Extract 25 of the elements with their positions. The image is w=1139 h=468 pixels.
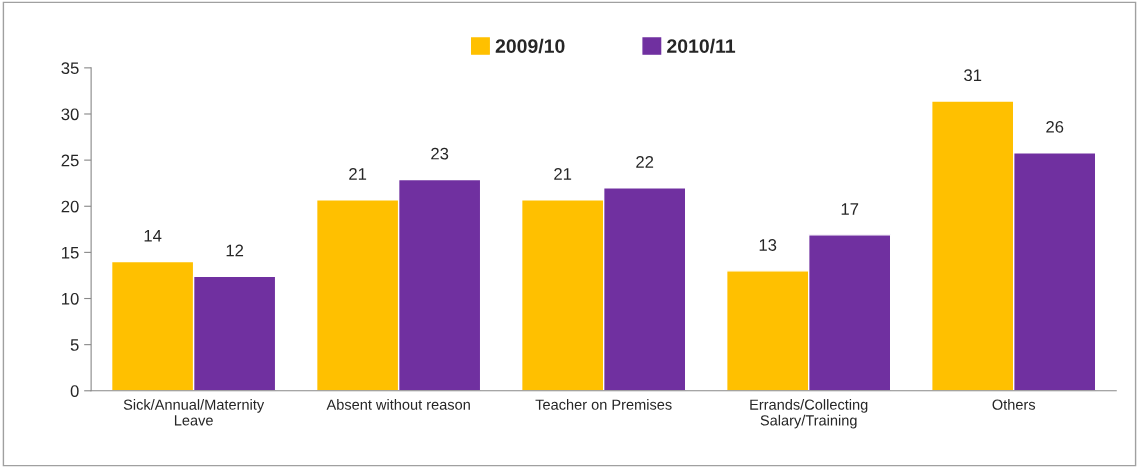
- x-tick-label: Teacher on Premises: [535, 399, 672, 410]
- data-label: 21: [349, 168, 367, 180]
- data-label: 14: [144, 230, 162, 242]
- data-label: 13: [759, 239, 777, 251]
- data-label: 23: [431, 147, 449, 160]
- data-label: 17: [841, 203, 859, 215]
- x-tick-label: Sick/Annual/Maternity Leave: [123, 399, 265, 426]
- y-tick-label: 30: [61, 108, 79, 121]
- y-tick-label: 25: [61, 154, 79, 167]
- y-tick-label: 10: [62, 292, 79, 305]
- y-tick-label: 0: [70, 385, 79, 397]
- y-tick-label: 20: [61, 200, 79, 213]
- y-tick-label: 35: [61, 62, 79, 75]
- data-label: 12: [226, 244, 244, 257]
- x-tick-label: Others: [992, 399, 1036, 410]
- data-label: 26: [1046, 120, 1064, 133]
- x-tick-label: Errands/Collecting Salary/Training: [750, 399, 868, 429]
- x-tick-label: Absent without reason: [326, 399, 470, 410]
- data-label: 31: [964, 69, 982, 82]
- data-label: 21: [554, 168, 572, 180]
- y-tick-label: 5: [70, 339, 79, 351]
- legend-label: 2009/10: [495, 38, 565, 54]
- y-tick-label: 15: [62, 246, 79, 259]
- legend-label: 2010/11: [667, 38, 736, 54]
- data-label: 22: [636, 156, 654, 168]
